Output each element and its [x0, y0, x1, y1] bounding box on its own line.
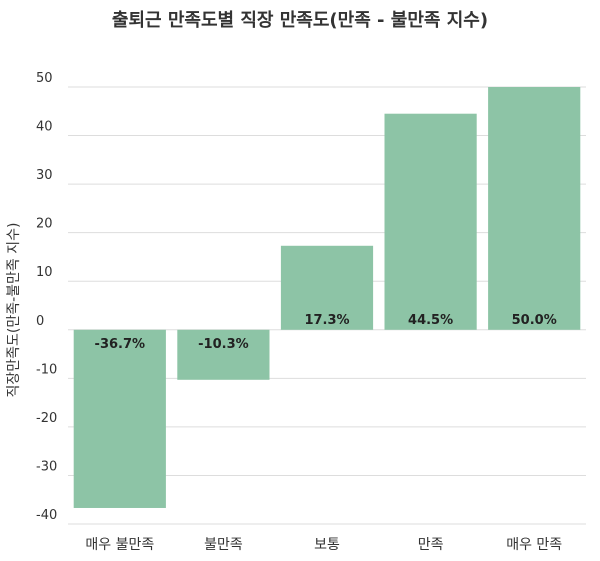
y-tick-label: 40: [36, 120, 53, 135]
bar-layer: [73, 87, 581, 508]
bar: [384, 113, 477, 330]
category-label: 보통: [314, 537, 340, 553]
y-tick-label: -30: [36, 459, 57, 474]
label-layer: -36.7% 매우 불만족 -10.3% 불만족 17.3% 보통 44.5% 만족 50.0%…: [85, 313, 562, 553]
data-label: -36.7%: [95, 337, 146, 352]
bar: [280, 245, 374, 330]
data-label: -10.3%: [198, 337, 249, 352]
category-label: 매우 불만족: [85, 537, 154, 553]
y-tick-label: -10: [36, 362, 57, 377]
data-label: 17.3%: [304, 313, 349, 328]
category-label: 매우 만족: [506, 537, 562, 553]
category-label: 불만족: [204, 537, 243, 553]
bar: [177, 329, 270, 380]
y-tick-label: 0: [36, 314, 44, 329]
bar: [73, 329, 166, 508]
y-tick-label: 50: [36, 71, 53, 86]
y-tick-label: -20: [36, 411, 57, 426]
y-tick-layer: 50 40 30 20 10 0 -10 -20 -30 -40: [36, 71, 57, 523]
y-axis-title: 직장만족도(만족-불만족 지수): [6, 223, 22, 398]
data-label: 44.5%: [408, 313, 453, 328]
data-label: 50.0%: [512, 313, 557, 328]
category-label: 만족: [418, 537, 444, 553]
y-tick-label: 20: [36, 217, 53, 232]
y-tick-label: -40: [36, 508, 57, 523]
y-tick-label: 10: [36, 265, 53, 280]
y-tick-label: 30: [36, 168, 53, 183]
bar: [488, 87, 581, 330]
chart-title: 출퇴근 만족도별 직장 만족도(만족 - 불만족 지수): [111, 10, 489, 31]
